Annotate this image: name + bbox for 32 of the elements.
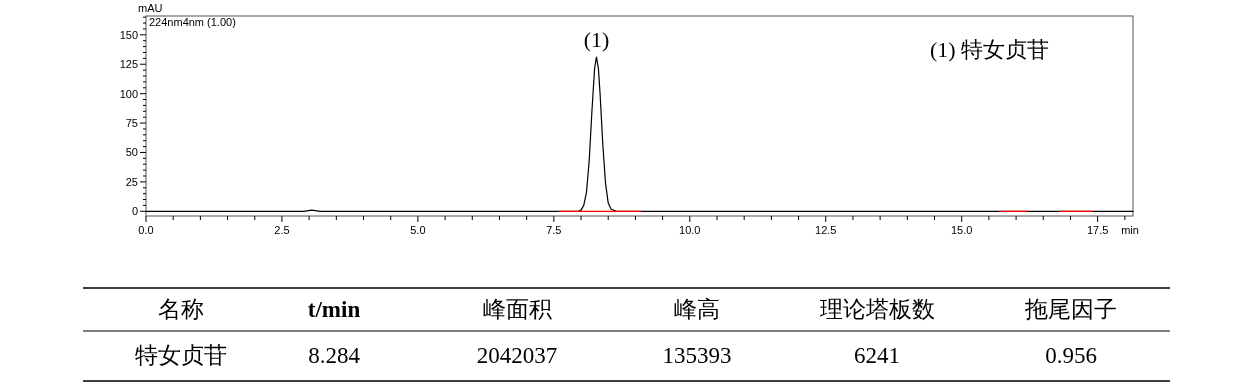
text: 6241 [854,343,900,368]
x-tick-label: 12.5 [815,224,837,236]
text: 2042037 [476,343,558,368]
x-tick-label: 5.0 [410,224,426,236]
y-tick-label: 125 [119,58,138,71]
annotation: (1) 特女贞苷 [930,37,1050,62]
x-tick-label: 15.0 [950,224,973,236]
x-tick-label: 17.5 [1086,224,1109,236]
x-tick-label: 7.5 [546,224,562,236]
x-tick-label: 10.0 [679,224,701,236]
y-tick-label: 100 [119,87,138,100]
x-tick-label: 2.5 [274,224,290,236]
y-tick-label: 0 [131,205,138,218]
text: 0.956 [1045,343,1097,368]
x-axis-title: min [1121,224,1139,236]
text: 特女贞苷 [135,343,227,368]
text: 名称 [158,297,204,322]
text: 理论塔板数 [819,297,935,322]
annotation: 224nm4nm (1.00) [149,16,236,28]
y-axis-title: mAU [138,2,163,14]
text: 8.284 [308,343,361,368]
text: t/min [307,297,361,322]
y-tick-label: 50 [125,146,138,159]
text: 拖尾因子 [1024,297,1117,322]
annotation: (1) [583,27,610,53]
y-tick-label: 150 [119,28,138,41]
x-tick-label: 0.0 [138,224,154,236]
y-tick-label: 75 [125,117,138,130]
text: 峰面积 [482,297,552,322]
y-tick-label: 25 [125,175,138,188]
text: 峰高 [674,297,720,322]
text: 135393 [662,343,732,368]
